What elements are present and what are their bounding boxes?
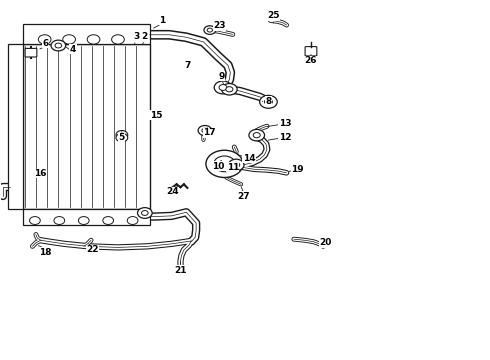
Circle shape (206, 150, 243, 177)
Circle shape (116, 131, 128, 139)
FancyBboxPatch shape (25, 48, 37, 57)
Bar (8, 44, 23, 209)
Bar (23, 209, 150, 225)
Text: 25: 25 (267, 11, 280, 20)
Circle shape (116, 134, 128, 142)
Text: 1: 1 (159, 16, 165, 25)
Text: 7: 7 (184, 62, 191, 71)
Text: 22: 22 (86, 246, 99, 255)
Text: 3: 3 (133, 32, 140, 41)
Circle shape (198, 126, 212, 135)
Circle shape (249, 130, 265, 141)
Bar (23, 44, 150, 209)
Circle shape (219, 85, 227, 90)
Circle shape (253, 132, 260, 138)
Text: 13: 13 (279, 119, 292, 128)
Text: 24: 24 (167, 187, 179, 196)
Circle shape (207, 28, 213, 32)
Circle shape (63, 35, 75, 44)
Circle shape (214, 81, 232, 94)
Text: 14: 14 (243, 154, 255, 163)
Text: 6: 6 (43, 39, 49, 48)
Circle shape (265, 99, 272, 105)
Circle shape (214, 156, 235, 172)
Circle shape (260, 95, 277, 108)
Text: 27: 27 (238, 192, 250, 201)
Text: 4: 4 (70, 45, 76, 54)
Circle shape (103, 217, 114, 225)
Circle shape (51, 40, 66, 51)
Text: 21: 21 (174, 266, 187, 275)
Text: 23: 23 (213, 21, 226, 30)
Bar (23, 24, 150, 44)
Circle shape (202, 128, 208, 133)
Circle shape (226, 87, 233, 92)
Text: 19: 19 (292, 166, 304, 175)
Circle shape (127, 217, 138, 225)
Text: 10: 10 (212, 162, 224, 171)
Text: 15: 15 (150, 111, 162, 120)
Text: 16: 16 (34, 169, 47, 178)
Circle shape (138, 208, 152, 219)
Circle shape (78, 217, 89, 225)
Circle shape (112, 35, 124, 44)
Circle shape (142, 211, 148, 215)
Text: 8: 8 (265, 96, 271, 105)
Text: 12: 12 (279, 133, 292, 142)
Text: 9: 9 (219, 72, 225, 81)
Text: 18: 18 (39, 248, 52, 257)
Text: 11: 11 (226, 163, 239, 172)
Text: 20: 20 (319, 238, 332, 247)
Text: 26: 26 (305, 57, 317, 66)
Circle shape (29, 217, 40, 225)
Circle shape (87, 35, 100, 44)
Circle shape (38, 35, 51, 44)
Circle shape (221, 84, 237, 95)
Text: 2: 2 (142, 32, 148, 41)
Circle shape (55, 43, 62, 48)
Circle shape (233, 162, 240, 167)
Text: 17: 17 (203, 128, 216, 137)
Text: 5: 5 (119, 133, 125, 142)
Circle shape (204, 26, 216, 35)
Circle shape (54, 217, 65, 225)
FancyBboxPatch shape (305, 46, 317, 56)
Circle shape (228, 159, 244, 171)
